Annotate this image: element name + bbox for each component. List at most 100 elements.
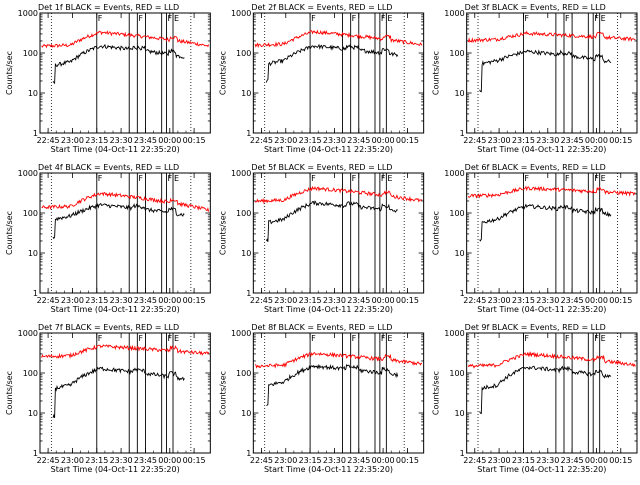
x-tick-label: 00:15 xyxy=(609,136,632,145)
flag-marker-label: E xyxy=(387,174,392,183)
events-series-line xyxy=(52,202,185,240)
flag-marker-label: E xyxy=(601,14,606,23)
events-series-line xyxy=(479,49,612,93)
panel-title: Det 6f BLACK = Events, RED = LLD xyxy=(465,163,606,172)
flag-marker-label: F xyxy=(138,14,143,23)
x-tick-label: 00:15 xyxy=(609,456,632,465)
axes-frame xyxy=(252,332,425,454)
flag-marker-label: F xyxy=(524,174,529,183)
lld-series-line xyxy=(254,29,423,49)
y-tick-label: 100 xyxy=(236,369,251,378)
events-series-line xyxy=(479,203,612,242)
flag-marker-label: F xyxy=(381,174,386,183)
y-tick-label: 1 xyxy=(460,449,465,458)
x-tick-label: 00:15 xyxy=(396,296,419,305)
x-tick-label: 23:00 xyxy=(61,136,84,145)
panel-det-9: Det 9f BLACK = Events, RED = LLD 1 10 100 10… xyxy=(432,323,638,474)
panel-det-3: Det 3f BLACK = Events, RED = LLD 1 10 100 10… xyxy=(432,3,638,154)
y-tick-label: 100 xyxy=(236,209,251,218)
axes-frame xyxy=(39,12,211,134)
x-tick-label: 00:00 xyxy=(158,136,181,145)
flag-marker-label: F xyxy=(524,14,529,23)
y-tick-label: 1000 xyxy=(231,9,251,18)
flag-marker-label: F xyxy=(352,14,357,23)
x-tick-label: 23:15 xyxy=(512,136,535,145)
panel-title: Det 1f BLACK = Events, RED = LLD xyxy=(38,3,179,12)
axes-frame xyxy=(252,172,425,294)
y-tick-label: 1000 xyxy=(18,169,38,178)
x-tick-label: 23:30 xyxy=(110,296,133,305)
flag-marker-label: F xyxy=(594,14,599,23)
x-tick-label: 23:45 xyxy=(134,296,157,305)
x-tick-label: 00:15 xyxy=(396,136,419,145)
x-tick-label: 23:15 xyxy=(299,136,322,145)
x-tick-label: 23:15 xyxy=(85,296,108,305)
flag-marker-label: F xyxy=(565,14,570,23)
x-tick-label: 22:45 xyxy=(37,136,60,145)
lld-series-line xyxy=(467,351,636,369)
axes-frame xyxy=(466,172,638,294)
x-tick-label: 00:00 xyxy=(372,296,395,305)
x-tick-label: 23:45 xyxy=(134,456,157,465)
x-tick-label: 00:00 xyxy=(372,456,395,465)
x-tick-label: 00:00 xyxy=(158,456,181,465)
panel-det-8: Det 8f BLACK = Events, RED = LLD 1 10 100 10… xyxy=(218,323,425,474)
y-tick-label: 100 xyxy=(23,49,38,58)
y-tick-label: 1 xyxy=(33,129,38,138)
x-tick-label: 23:00 xyxy=(274,456,297,465)
y-tick-label: 1000 xyxy=(231,169,251,178)
x-axis-label: Start Time (04-Oct-11 22:35:20) xyxy=(264,305,393,314)
y-axis-label: Counts/sec xyxy=(432,211,441,255)
flag-marker-label: F xyxy=(311,174,316,183)
y-tick-label: 10 xyxy=(28,409,38,418)
y-tick-label: 10 xyxy=(454,409,464,418)
y-tick-label: 1000 xyxy=(231,329,251,338)
x-tick-label: 23:45 xyxy=(561,456,584,465)
events-series-line xyxy=(265,43,399,83)
lld-series-line xyxy=(467,185,636,199)
x-tick-label: 00:00 xyxy=(585,136,608,145)
flag-marker-label: E xyxy=(601,334,606,343)
x-tick-label: 23:30 xyxy=(536,456,559,465)
panel-det-5: Det 5f BLACK = Events, RED = LLD 1 10 100 10… xyxy=(218,163,425,314)
flag-marker-label: F xyxy=(565,174,570,183)
panel-det-6: Det 6f BLACK = Events, RED = LLD 1 10 100 10… xyxy=(432,163,638,314)
x-tick-label: 23:30 xyxy=(110,456,133,465)
x-tick-label: 23:00 xyxy=(61,456,84,465)
y-tick-label: 100 xyxy=(23,369,38,378)
x-tick-label: 23:30 xyxy=(536,296,559,305)
x-tick-label: 22:45 xyxy=(250,456,273,465)
x-tick-label: 22:45 xyxy=(37,456,60,465)
events-series-line xyxy=(479,365,612,415)
panel-title: Det 8f BLACK = Events, RED = LLD xyxy=(251,323,392,332)
x-tick-label: 23:45 xyxy=(347,456,370,465)
x-axis-label: Start Time (04-Oct-11 22:35:20) xyxy=(477,465,606,474)
x-tick-label: 23:45 xyxy=(561,136,584,145)
x-tick-label: 23:45 xyxy=(561,296,584,305)
axes-frame xyxy=(252,12,425,134)
x-tick-label: 23:45 xyxy=(347,136,370,145)
y-axis-label: Counts/sec xyxy=(218,371,227,415)
flag-marker-label: E xyxy=(174,174,179,183)
events-series-line xyxy=(266,363,399,406)
panel-title: Det 4f BLACK = Events, RED = LLD xyxy=(38,163,179,172)
flag-marker-label: F xyxy=(138,334,143,343)
x-tick-label: 00:00 xyxy=(158,296,181,305)
x-tick-label: 22:45 xyxy=(463,296,486,305)
flag-marker-label: F xyxy=(352,334,357,343)
lld-series-line xyxy=(41,344,210,360)
y-axis-label: Counts/sec xyxy=(218,211,227,255)
y-axis-label: Counts/sec xyxy=(432,371,441,415)
y-tick-label: 1000 xyxy=(444,329,464,338)
axes-frame xyxy=(39,332,211,454)
flag-marker-label: E xyxy=(174,334,179,343)
x-tick-label: 23:15 xyxy=(85,456,108,465)
x-tick-label: 00:15 xyxy=(609,296,632,305)
y-tick-label: 100 xyxy=(449,49,464,58)
x-tick-label: 23:30 xyxy=(323,136,346,145)
y-tick-label: 1000 xyxy=(444,9,464,18)
panel-det-2: Det 2f BLACK = Events, RED = LLD 1 10 100 10… xyxy=(218,3,425,154)
y-tick-label: 100 xyxy=(23,209,38,218)
x-tick-label: 23:45 xyxy=(347,296,370,305)
